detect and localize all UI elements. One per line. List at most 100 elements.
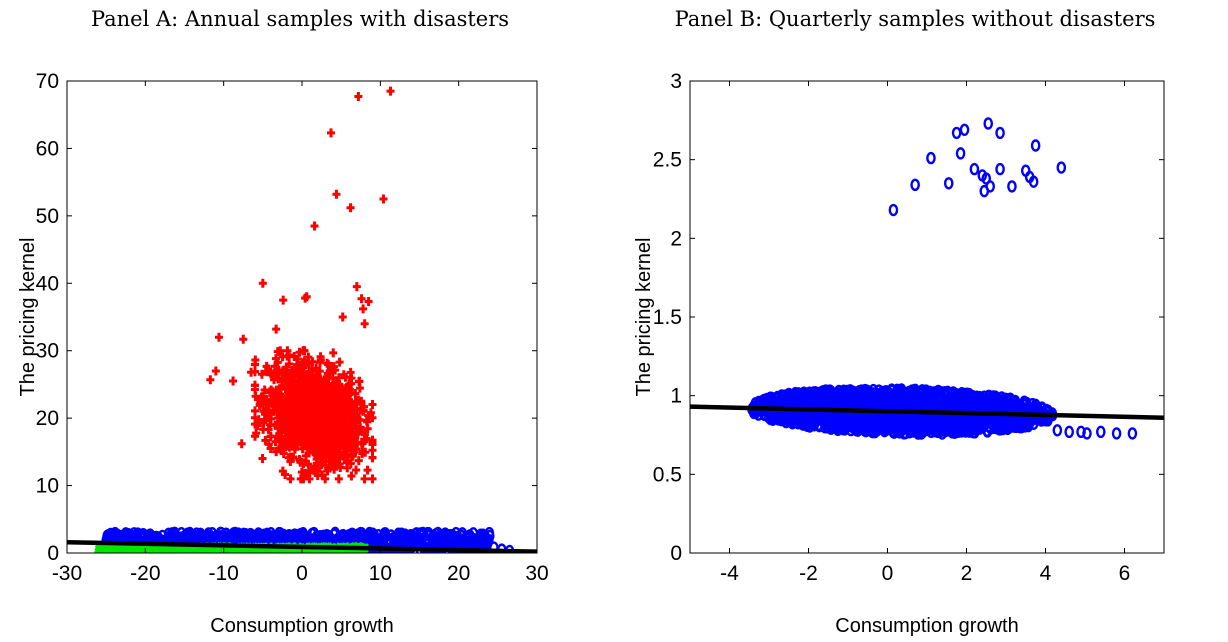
data-point [266, 420, 275, 430]
data-point [278, 369, 287, 379]
data-point [273, 357, 282, 367]
data-point [991, 393, 1002, 407]
data-point [347, 471, 356, 481]
data-point [294, 418, 303, 428]
data-point [278, 352, 287, 362]
data-point [296, 361, 305, 371]
data-point [267, 409, 276, 419]
data-point [894, 426, 905, 439]
data-point [327, 382, 336, 392]
data-point [297, 467, 306, 477]
data-point [301, 457, 310, 467]
y-tick-label: 30 [36, 340, 59, 363]
data-point [299, 432, 308, 442]
data-point [779, 389, 790, 402]
data-point [310, 414, 319, 424]
data-point [392, 529, 403, 543]
data-point [332, 410, 341, 420]
data-point [360, 319, 369, 329]
x-tick-label: -30 [52, 562, 82, 585]
data-point [352, 282, 361, 292]
data-point [335, 357, 344, 367]
data-point [781, 413, 792, 426]
data-point [284, 423, 293, 433]
data-point [269, 370, 278, 380]
data-point [317, 458, 326, 468]
data-point [323, 429, 332, 439]
data-point [281, 469, 290, 479]
data-point [326, 128, 335, 138]
data-point [285, 403, 294, 413]
data-point [306, 430, 315, 440]
data-point [106, 549, 116, 553]
data-point [329, 455, 338, 465]
data-point [342, 408, 351, 418]
data-point [235, 550, 245, 553]
data-point [252, 428, 261, 438]
data-point [408, 530, 418, 544]
data-point [256, 547, 266, 553]
data-point [291, 378, 300, 388]
data-point [258, 454, 267, 464]
y-tick-label: 60 [36, 137, 59, 160]
data-point [368, 400, 377, 410]
data-point [272, 432, 281, 442]
data-point [423, 527, 434, 540]
data-point [350, 439, 359, 449]
data-point [814, 390, 825, 404]
data-point [358, 449, 367, 459]
x-tick-label: 30 [525, 562, 548, 585]
data-point [254, 415, 263, 425]
data-point [358, 438, 367, 448]
data-point [189, 547, 199, 553]
panel-a-series-1 [206, 86, 395, 484]
data-point [261, 435, 270, 445]
data-point [313, 550, 322, 553]
data-point [352, 465, 361, 475]
data-point [321, 441, 330, 451]
data-point [331, 445, 340, 455]
data-point [769, 395, 780, 408]
data-point [363, 465, 372, 475]
y-tick-label: 70 [36, 70, 59, 93]
data-point [1004, 421, 1015, 434]
data-point [99, 548, 109, 553]
data-point [422, 534, 433, 548]
data-point [110, 526, 120, 540]
data-point [251, 381, 259, 391]
panel-b-series-1 [747, 117, 1138, 440]
data-point [354, 395, 363, 405]
data-point [255, 400, 264, 410]
data-point [366, 408, 375, 418]
data-point [257, 369, 266, 379]
data-point [304, 352, 313, 362]
data-point [335, 379, 344, 389]
data-point [275, 420, 284, 430]
x-tick-label: 20 [447, 562, 470, 585]
data-point [305, 467, 314, 477]
data-point [286, 474, 295, 484]
data-point [345, 528, 355, 542]
data-point [170, 528, 180, 541]
data-point [329, 348, 338, 358]
data-point [310, 396, 319, 406]
data-point [303, 418, 312, 428]
data-point [347, 446, 356, 456]
data-point [330, 388, 339, 398]
data-point [191, 530, 201, 543]
data-point [313, 441, 322, 451]
data-point [251, 391, 260, 401]
data-point [297, 396, 306, 406]
data-point [368, 474, 377, 484]
x-tick-label: 0 [296, 562, 308, 585]
data-point [307, 375, 316, 385]
data-point [329, 427, 338, 437]
data-point [283, 346, 292, 356]
data-point [346, 203, 355, 213]
x-tick-label: 10 [369, 562, 392, 585]
data-point [282, 362, 291, 372]
data-point [268, 387, 277, 397]
data-point [269, 399, 278, 409]
x-tick-label: -20 [130, 562, 160, 585]
data-point [272, 324, 281, 334]
